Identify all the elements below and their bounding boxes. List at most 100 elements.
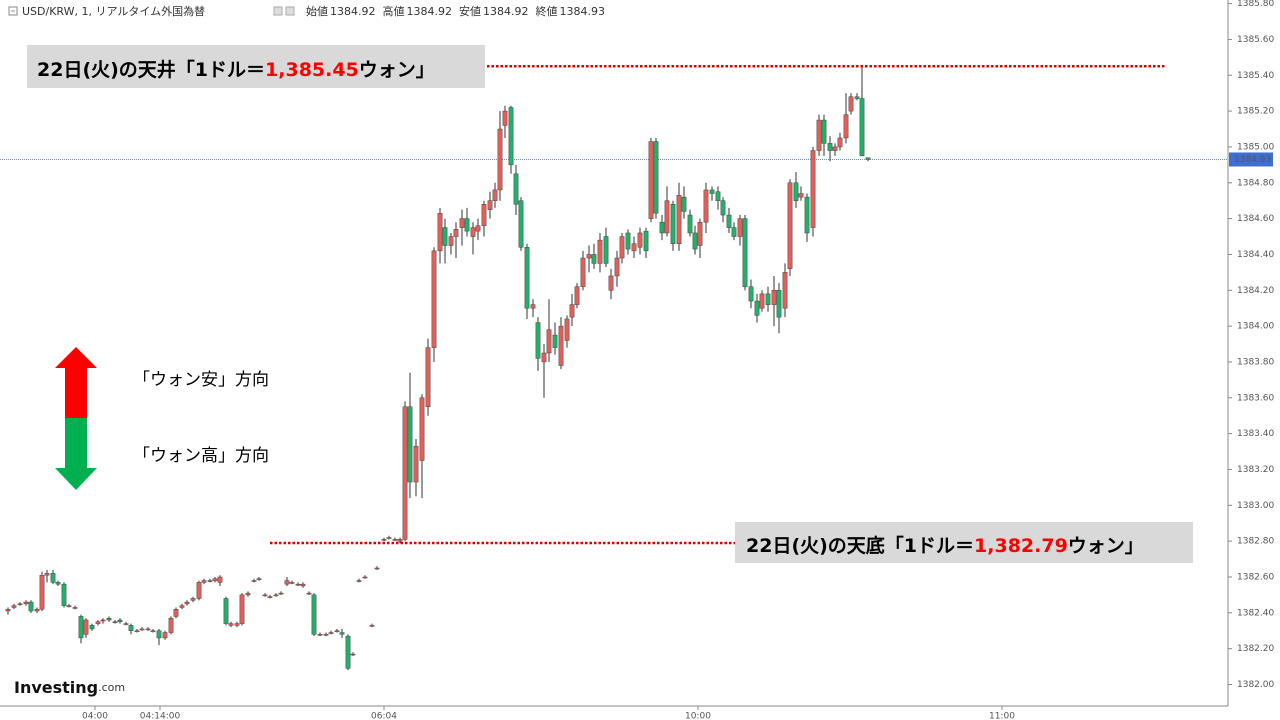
- y-tick-label: 1383.60: [1237, 393, 1274, 403]
- candle-body: [273, 594, 279, 597]
- candle-body: [865, 157, 871, 160]
- y-tick-label: 1383.20: [1237, 465, 1274, 475]
- icon[interactable]: [285, 6, 295, 16]
- candle-body: [692, 232, 698, 250]
- x-tick-label: 10:00: [685, 712, 711, 720]
- candle-body: [431, 250, 437, 348]
- candle-body: [497, 128, 503, 191]
- candle-body: [306, 592, 312, 595]
- y-tick-label: 1384.80: [1237, 178, 1274, 188]
- candle-body: [643, 230, 649, 252]
- candle-body: [614, 257, 620, 277]
- candle-body: [608, 275, 614, 291]
- candle-body: [34, 608, 40, 612]
- candle-body: [552, 334, 558, 348]
- candle-body: [369, 625, 375, 627]
- annotation-number: 1,385.45: [265, 59, 359, 81]
- candle-body: [541, 352, 547, 363]
- down-arrow: [55, 418, 97, 490]
- candle-body: [381, 539, 387, 541]
- candle-body: [374, 567, 380, 570]
- y-tick-label: 1382.00: [1237, 680, 1274, 690]
- candle-body: [173, 608, 179, 617]
- candle-body: [419, 397, 425, 461]
- stat-value: 1384.93: [560, 5, 606, 18]
- y-tick-label: 1385.40: [1237, 71, 1274, 81]
- header: USD/KRW, 1, リアルタイム外国為替: [8, 4, 295, 18]
- symbol-title: USD/KRW, 1, リアルタイム外国為替: [22, 4, 205, 18]
- candle-body: [407, 406, 413, 483]
- y-tick-label: 1382.20: [1237, 644, 1274, 654]
- candle-body: [256, 578, 262, 581]
- plot: [0, 66, 1228, 671]
- candle-body: [475, 225, 481, 232]
- candle-body: [139, 628, 145, 631]
- candle-body: [648, 141, 654, 219]
- candle-body: [442, 227, 448, 246]
- candle-body: [715, 191, 721, 201]
- candle-body: [128, 625, 134, 631]
- annotation-box: [735, 522, 1193, 563]
- stat-value: 1384.92: [483, 5, 529, 18]
- candle-body: [156, 630, 162, 639]
- candle-body: [196, 582, 202, 599]
- candle-body: [737, 218, 743, 237]
- candle-body: [676, 195, 682, 244]
- candle-body: [703, 189, 709, 223]
- candle-body: [295, 583, 301, 586]
- candle-body: [39, 574, 45, 610]
- candle-body: [5, 608, 11, 612]
- candle-body: [328, 632, 334, 634]
- candle-body: [217, 576, 223, 583]
- candle-body: [771, 290, 777, 305]
- candle-body: [134, 630, 140, 632]
- candle-body: [50, 573, 56, 583]
- candle-body: [44, 573, 50, 576]
- candle-body: [228, 623, 234, 626]
- candle-body: [223, 598, 229, 624]
- direction-legend: 「ウォン安」方向 「ウォン高」方向: [55, 347, 269, 490]
- candle-body: [459, 218, 465, 228]
- stat-label: 始値: [306, 4, 328, 18]
- candle-body: [546, 329, 552, 354]
- up-arrow: [55, 347, 97, 418]
- candle-body: [150, 630, 156, 632]
- candle-body: [350, 653, 356, 656]
- candle-body: [323, 634, 329, 636]
- up-label: 「ウォン安」方向: [133, 370, 269, 390]
- candle-body: [386, 537, 392, 539]
- candle-body: [481, 204, 487, 227]
- candle-body: [854, 96, 860, 99]
- candle-body: [631, 243, 637, 252]
- annotation-prefix: 22日(火)の天井「1ドル＝: [37, 58, 265, 81]
- last-price-label: 1384.93: [1234, 155, 1271, 165]
- candle-body: [832, 146, 838, 151]
- candle-body: [816, 119, 822, 151]
- candle-body: [625, 232, 631, 250]
- stat-value: 1384.92: [407, 5, 453, 18]
- x-tick-label: 04:00: [82, 712, 108, 720]
- y-tick-label: 1383.40: [1237, 429, 1274, 439]
- candle-body: [112, 621, 118, 624]
- candle-body: [11, 605, 17, 608]
- icon[interactable]: [273, 6, 283, 16]
- candle-body: [574, 286, 580, 305]
- candle-body: [345, 635, 351, 669]
- candle-body: [251, 580, 257, 582]
- candle-body: [502, 110, 508, 126]
- candle-body: [28, 601, 34, 612]
- y-tick-label: 1383.00: [1237, 501, 1274, 511]
- candle-body: [709, 189, 715, 194]
- candle-body: [289, 582, 295, 584]
- candle-body: [759, 293, 765, 309]
- candle-body: [89, 625, 95, 630]
- y-tick-label: 1385.60: [1237, 35, 1274, 45]
- collapse-icon[interactable]: [8, 6, 18, 16]
- candle-body: [311, 594, 317, 635]
- candle-body: [524, 247, 530, 309]
- candle-body: [437, 212, 443, 252]
- candle-body: [513, 173, 519, 205]
- candle-body: [453, 229, 459, 237]
- y-tick-label: 1384.60: [1237, 214, 1274, 224]
- annotation-text: 22日(火)の天井「1ドル＝1,385.45ウォン」: [37, 58, 435, 81]
